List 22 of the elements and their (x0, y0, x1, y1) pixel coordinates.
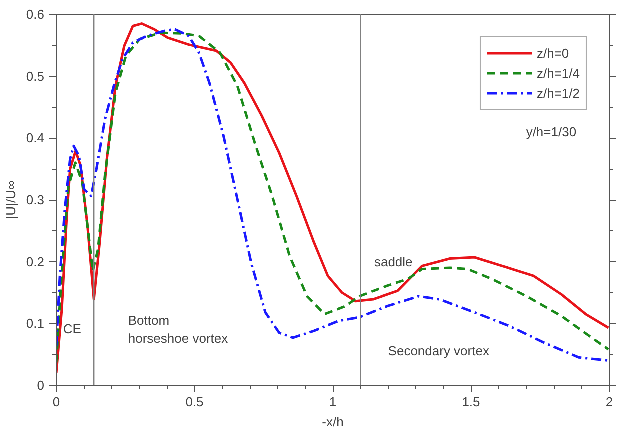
annotation: CE (63, 322, 82, 337)
annotation: Secondary vortex (388, 343, 490, 358)
y-tick-label: 0.3 (26, 192, 45, 208)
legend-label: z/h=0 (536, 46, 570, 60)
annotation: y/h=1/30 (526, 124, 577, 140)
legend-label: z/h=1/4 (536, 66, 580, 80)
legend-label: z/h=1/2 (536, 86, 580, 100)
x-tick-label: 1 (329, 394, 337, 410)
annotation: saddle (374, 254, 413, 270)
x-tick-label: 0.5 (186, 394, 204, 410)
y-tick-label: 0.4 (26, 130, 45, 146)
x-axis-title: -x/h (322, 414, 344, 430)
x-tick-label: 2 (606, 394, 614, 410)
x-tick-label: 1.5 (462, 394, 480, 410)
y-tick-label: 0.2 (26, 254, 45, 270)
y-axis-title: |U|/U∞ (3, 180, 18, 220)
y-tick-label: 0.6 (26, 7, 45, 22)
y-tick-label: 0.1 (26, 316, 45, 332)
y-tick-label: 0.5 (26, 68, 45, 84)
y-tick-label: 0 (37, 378, 45, 393)
x-tick-label: 0 (52, 394, 60, 410)
annotation: Bottom horseshoe vortex (128, 313, 229, 346)
